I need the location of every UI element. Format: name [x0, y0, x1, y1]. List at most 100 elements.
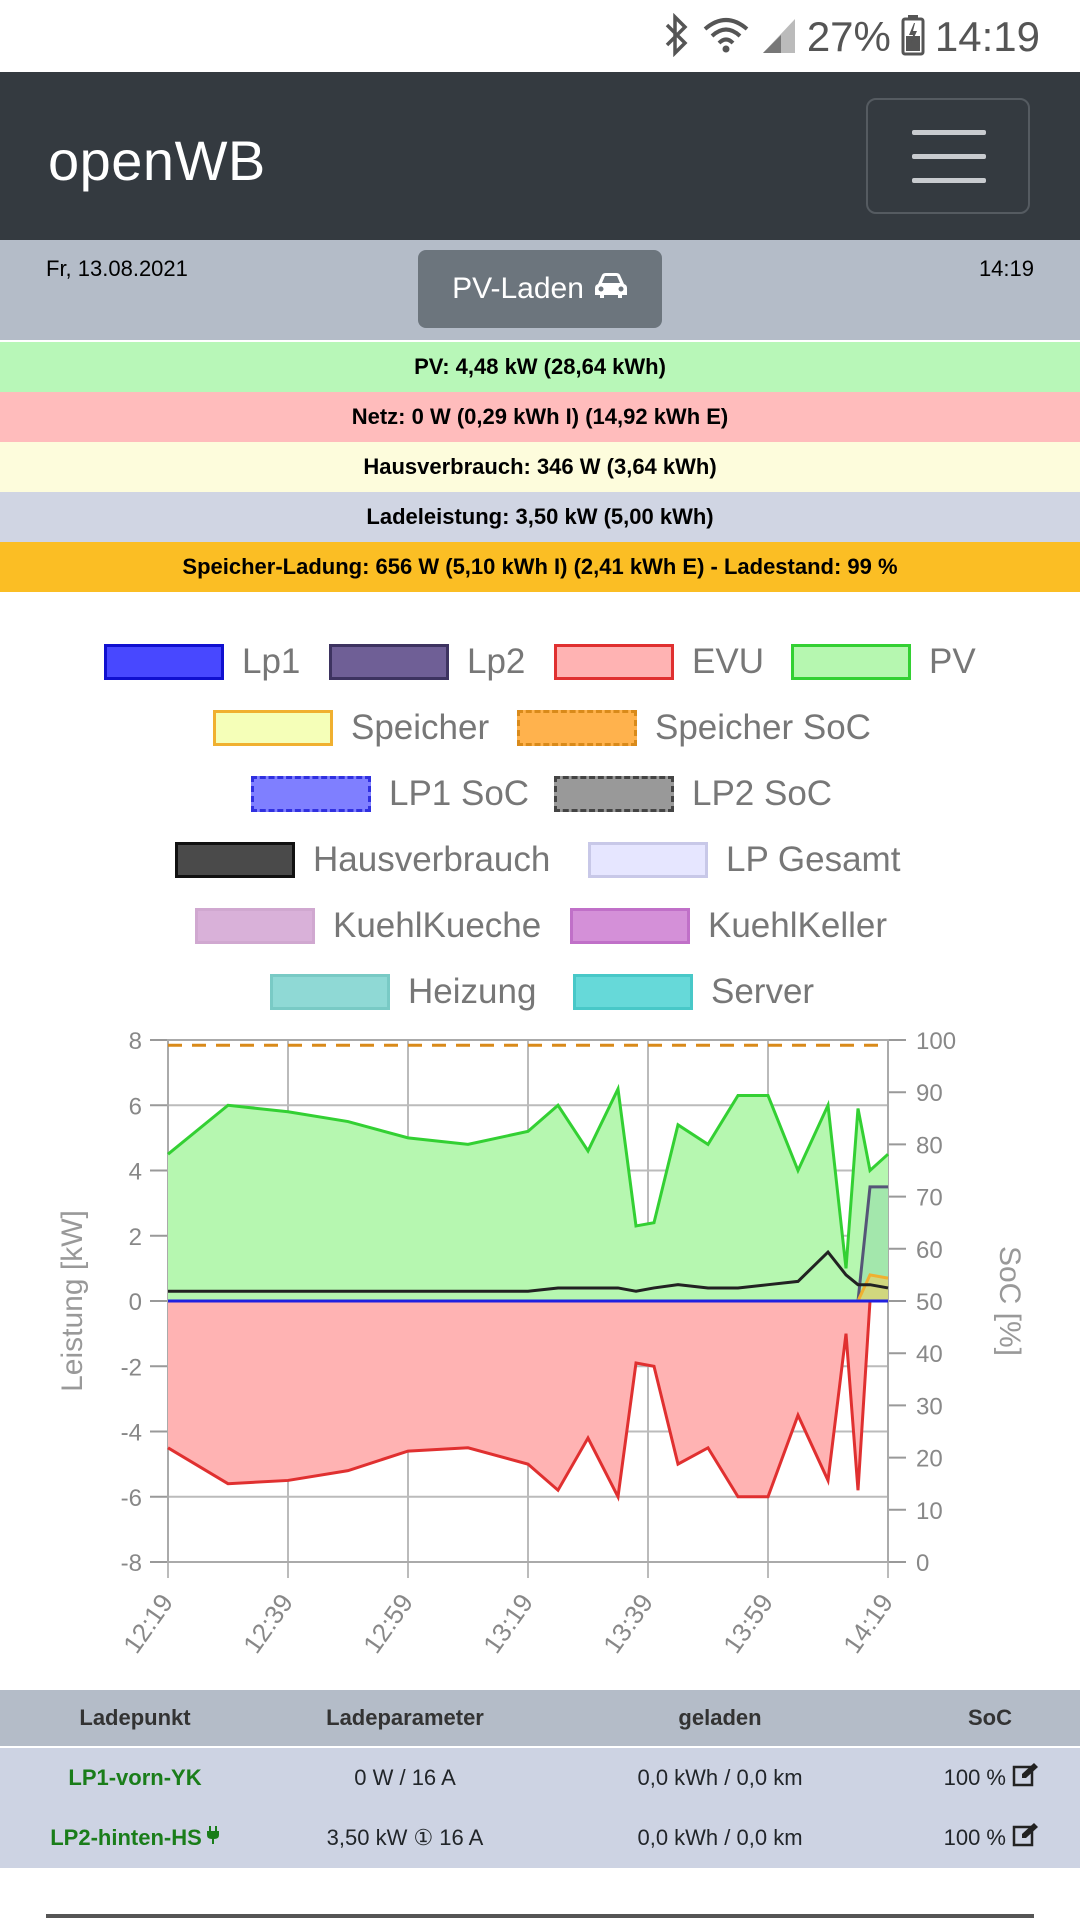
col-header-ladeparameter: Ladeparameter: [326, 1705, 484, 1730]
x-tick-label: 12:39: [237, 1588, 299, 1659]
legend-label: LP1 SoC: [389, 774, 530, 813]
y-tick-label: 8: [129, 1028, 142, 1055]
menu-toggle-button[interactable]: [866, 98, 1030, 214]
legend-swatch: [329, 644, 449, 680]
info-bar-ladeleistung: Ladeleistung: 3,50 kW (5,00 kWh): [0, 492, 1080, 542]
brand-title[interactable]: openWB: [48, 129, 266, 192]
current-date: Fr, 13.08.2021: [46, 256, 188, 281]
legend-item-speicher[interactable]: Speicher: [213, 708, 489, 748]
charge-points-table-header: Ladepunkt Ladeparameter geladen SoC: [0, 1690, 1080, 1746]
hausverbrauch-line: [168, 1249, 889, 1293]
legend-item-server[interactable]: Server: [573, 972, 814, 1012]
y2-tick-label: 70: [916, 1185, 943, 1212]
x-tick-label: 13:39: [597, 1588, 659, 1659]
legend-label: Speicher: [351, 708, 490, 747]
hamburger-bar: [912, 130, 986, 135]
legend-item-kuehlkeller[interactable]: KuehlKeller: [570, 906, 887, 946]
y2-tick-label: 90: [916, 1080, 943, 1107]
legend-item-kuehlkueche[interactable]: KuehlKueche: [195, 906, 541, 946]
legend-swatch: [588, 842, 708, 878]
legend-item-lp2-soc[interactable]: LP2 SoC: [554, 774, 832, 814]
chargepoint-name-text: LP2-hinten-HS: [50, 1825, 202, 1850]
legend-swatch: [195, 908, 315, 944]
y2-tick-label: 40: [916, 1341, 943, 1368]
legend-label: Lp2: [467, 642, 526, 681]
y2-tick-label: 10: [916, 1498, 943, 1525]
bluetooth-icon: [661, 12, 691, 62]
legend-swatch: [554, 776, 674, 812]
legend-item-heizung[interactable]: Heizung: [270, 972, 536, 1012]
y2-tick-label: 50: [916, 1289, 943, 1316]
y-tick-label: 6: [129, 1093, 142, 1120]
y2-tick-label: 20: [916, 1446, 943, 1473]
legend-swatch: [213, 710, 333, 746]
y-tick-label: -4: [121, 1420, 142, 1447]
info-bar-pv: PV: 4,48 kW (28,64 kWh): [0, 342, 1080, 392]
legend-item-lp1[interactable]: Lp1: [104, 642, 300, 682]
divider: [46, 1914, 1034, 1918]
signal-icon: [761, 15, 797, 60]
chargepoint-name[interactable]: LP2-hinten-HS: [20, 1808, 250, 1868]
legend-item-speicher-soc[interactable]: Speicher SoC: [517, 708, 871, 748]
status-bar: 27% 14:19: [0, 0, 1080, 72]
col-header-soc: SoC: [968, 1705, 1012, 1730]
legend-label: Hausverbrauch: [313, 840, 551, 879]
y-axis-label: Leistung [kW]: [56, 1210, 89, 1392]
legend-label: Speicher SoC: [655, 708, 871, 747]
charged-amount: 0,0 kWh / 0,0 km: [637, 1825, 803, 1850]
legend-item-pv[interactable]: PV: [791, 642, 976, 682]
charged-amount: 0,0 kWh / 0,0 km: [637, 1765, 803, 1790]
legend-swatch: [517, 710, 637, 746]
legend-swatch: [791, 644, 911, 680]
legend-label: Lp1: [242, 642, 301, 681]
legend-label: KuehlKeller: [708, 906, 887, 945]
legend-swatch: [175, 842, 295, 878]
edit-icon[interactable]: [1012, 1822, 1040, 1854]
info-bar-netz: Netz: 0 W (0,29 kWh I) (14,92 kWh E): [0, 392, 1080, 442]
legend-label: Heizung: [408, 972, 537, 1011]
y-tick-label: 0: [129, 1289, 142, 1316]
battery-percent: 27%: [806, 13, 891, 60]
y-tick-label: -8: [121, 1550, 142, 1577]
soc-value: 100 %: [943, 1825, 1006, 1850]
y2-axis-label: SoC [%]: [993, 1246, 1026, 1356]
legend-item-evu[interactable]: EVU: [554, 642, 764, 682]
legend-item-lp1-soc[interactable]: LP1 SoC: [251, 774, 529, 814]
legend-swatch: [573, 974, 693, 1010]
x-tick-label: 14:19: [837, 1588, 899, 1659]
legend-item-hausverbrauch[interactable]: Hausverbrauch: [175, 840, 550, 880]
pv-series-area: [168, 1088, 888, 1301]
x-tick-label: 13:59: [717, 1588, 779, 1659]
legend-label: EVU: [692, 642, 764, 681]
car-icon: [594, 271, 628, 307]
legend-item-lp-gesamt[interactable]: LP Gesamt: [588, 840, 900, 880]
clock: 14:19: [934, 13, 1040, 60]
legend-label: LP Gesamt: [726, 840, 901, 879]
info-bar-hausverbrauch: Hausverbrauch: 346 W (3,64 kWh): [0, 442, 1080, 492]
plug-icon: [206, 1825, 220, 1851]
y-tick-label: -2: [121, 1354, 142, 1381]
charge-mode-button[interactable]: PV-Laden: [418, 250, 662, 328]
x-tick-label: 13:19: [477, 1588, 539, 1659]
x-tick-label: 12:59: [357, 1588, 419, 1659]
power-chart[interactable]: 86420-2-4-6-8100908070605040302010012:19…: [0, 1010, 1080, 1690]
legend-swatch: [270, 974, 390, 1010]
y2-tick-label: 0: [916, 1550, 929, 1577]
chargepoint-name[interactable]: LP1-vorn-YK: [68, 1765, 202, 1790]
charge-parameters: 0 W / 16 A: [354, 1765, 456, 1790]
battery-icon: [901, 14, 925, 61]
legend-item-lp2[interactable]: Lp2: [329, 642, 525, 682]
y2-tick-label: 80: [916, 1132, 943, 1159]
y2-tick-label: 30: [916, 1393, 943, 1420]
soc-cell: 100 %: [920, 1748, 1040, 1808]
y-tick-label: 2: [129, 1224, 142, 1251]
legend-swatch: [251, 776, 371, 812]
legend-label: KuehlKueche: [333, 906, 542, 945]
col-header-geladen: geladen: [678, 1705, 762, 1730]
legend-swatch: [104, 644, 224, 680]
legend-label: PV: [929, 642, 976, 681]
edit-icon[interactable]: [1012, 1762, 1040, 1794]
col-header-ladepunkt: Ladepunkt: [79, 1705, 191, 1730]
wifi-icon: [701, 15, 751, 60]
legend-label: Server: [711, 972, 815, 1011]
